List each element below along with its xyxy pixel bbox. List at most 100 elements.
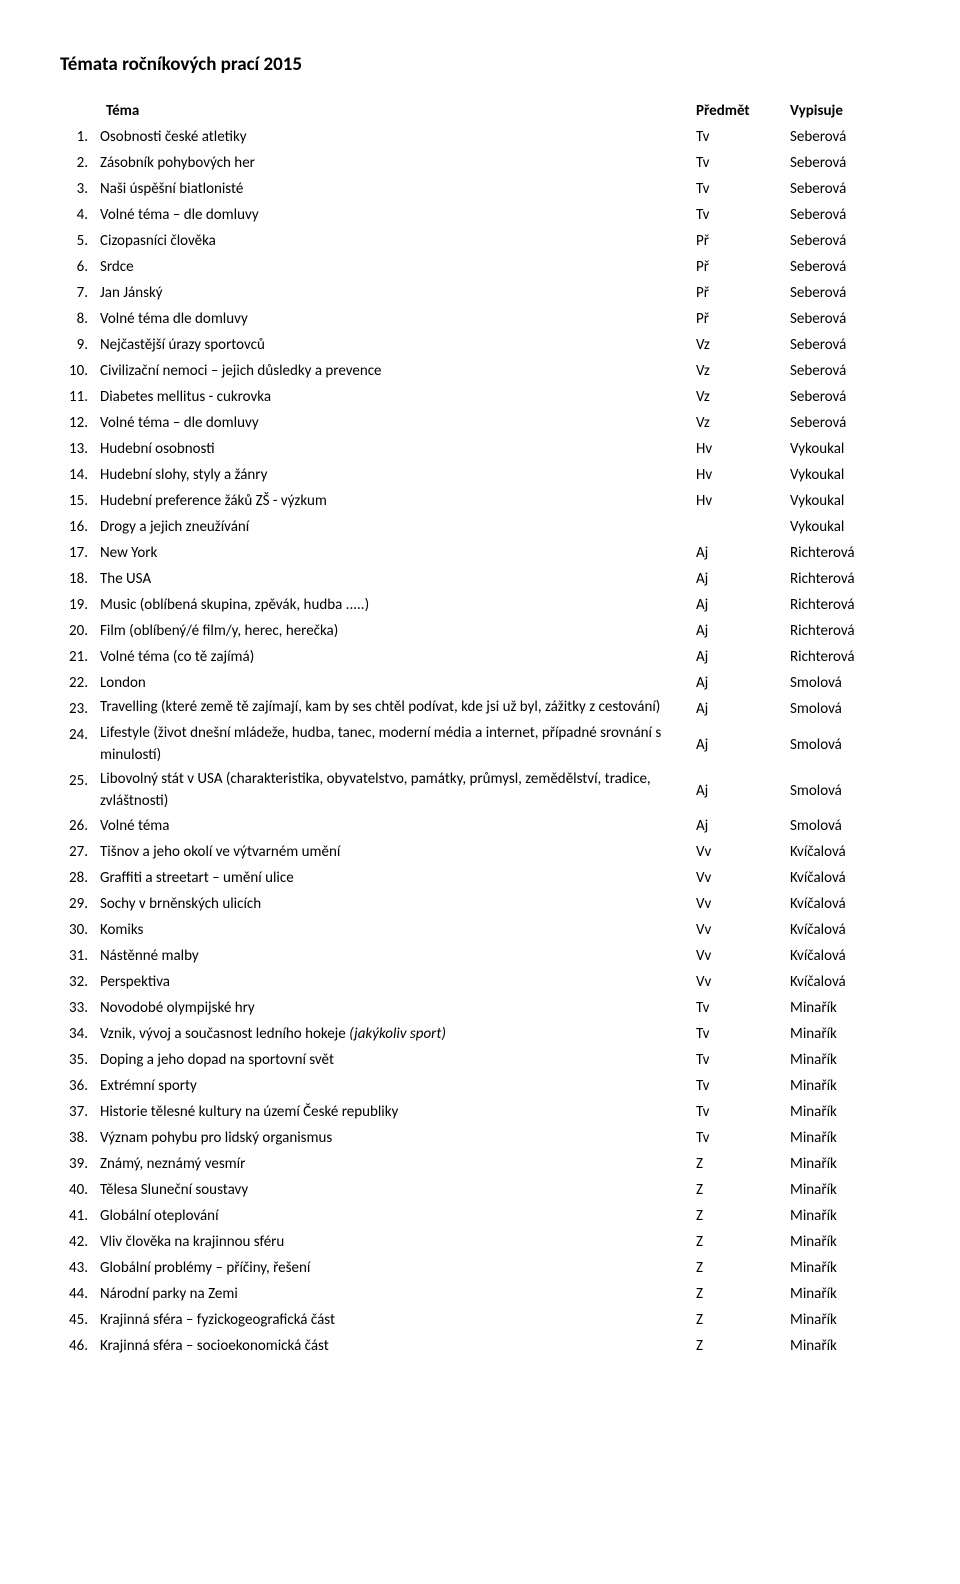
row-vypisuje: Kvíčalová <box>790 865 900 891</box>
row-vypisuje: Minařík <box>790 1125 900 1151</box>
row-tema: Novodobé olympijské hry <box>100 995 692 1021</box>
row-predmet: Tv <box>696 1099 786 1125</box>
row-tema: Volné téma – dle domluvy <box>100 410 692 436</box>
row-number: 19. <box>60 592 96 618</box>
row-number: 7. <box>60 280 96 306</box>
row-number: 30. <box>60 917 96 943</box>
row-tema: Sochy v brněnských ulicích <box>100 891 692 917</box>
row-number: 29. <box>60 891 96 917</box>
row-tema: Známý, neznámý vesmír <box>100 1151 692 1177</box>
row-predmet: Aj <box>696 696 786 722</box>
row-number: 32. <box>60 969 96 995</box>
row-number: 42. <box>60 1229 96 1255</box>
row-predmet <box>696 514 786 540</box>
row-tema: Vliv člověka na krajinnou sféru <box>100 1229 692 1255</box>
row-number: 11. <box>60 384 96 410</box>
row-vypisuje: Smolová <box>790 813 900 839</box>
row-predmet: Př <box>696 280 786 306</box>
row-predmet: Př <box>696 254 786 280</box>
row-number: 43. <box>60 1255 96 1281</box>
row-tema: Srdce <box>100 254 692 280</box>
row-tema: Graffiti a streetart – umění ulice <box>100 865 692 891</box>
row-number: 46. <box>60 1333 96 1359</box>
row-number: 26. <box>60 813 96 839</box>
row-vypisuje: Richterová <box>790 644 900 670</box>
row-vypisuje: Seberová <box>790 150 900 176</box>
row-number: 9. <box>60 332 96 358</box>
row-vypisuje: Minařík <box>790 1151 900 1177</box>
row-predmet: Př <box>696 306 786 332</box>
row-tema: Nástěnné malby <box>100 943 692 969</box>
row-vypisuje: Seberová <box>790 124 900 150</box>
row-number: 45. <box>60 1307 96 1333</box>
row-number: 14. <box>60 462 96 488</box>
row-vypisuje: Smolová <box>790 670 900 696</box>
row-number: 35. <box>60 1047 96 1073</box>
row-tema: Hudební preference žáků ZŠ - výzkum <box>100 488 692 514</box>
row-number: 18. <box>60 566 96 592</box>
row-predmet: Z <box>696 1203 786 1229</box>
row-predmet: Hv <box>696 436 786 462</box>
row-vypisuje: Kvíčalová <box>790 969 900 995</box>
row-tema: Tělesa Sluneční soustavy <box>100 1177 692 1203</box>
row-predmet: Hv <box>696 488 786 514</box>
row-vypisuje: Richterová <box>790 566 900 592</box>
row-tema: Civilizační nemoci – jejich důsledky a p… <box>100 358 692 384</box>
row-vypisuje: Vykoukal <box>790 462 900 488</box>
row-number: 36. <box>60 1073 96 1099</box>
row-number: 21. <box>60 644 96 670</box>
row-number: 2. <box>60 150 96 176</box>
row-predmet: Př <box>696 228 786 254</box>
row-vypisuje: Richterová <box>790 592 900 618</box>
row-vypisuje: Seberová <box>790 410 900 436</box>
row-tema: Osobnosti české atletiky <box>100 124 692 150</box>
row-predmet: Aj <box>696 813 786 839</box>
row-vypisuje: Kvíčalová <box>790 891 900 917</box>
row-vypisuje: Seberová <box>790 202 900 228</box>
row-predmet: Tv <box>696 176 786 202</box>
row-predmet: Vz <box>696 410 786 436</box>
row-vypisuje: Minařík <box>790 1307 900 1333</box>
row-number: 4. <box>60 202 96 228</box>
row-tema: Krajinná sféra – fyzickogeografická část <box>100 1307 692 1333</box>
row-vypisuje: Minařík <box>790 1021 900 1047</box>
row-predmet: Vv <box>696 891 786 917</box>
row-tema: Historie tělesné kultury na území České … <box>100 1099 692 1125</box>
row-tema: London <box>100 670 692 696</box>
row-number: 31. <box>60 943 96 969</box>
row-vypisuje: Vykoukal <box>790 488 900 514</box>
row-number: 8. <box>60 306 96 332</box>
header-tema: Téma <box>100 98 692 124</box>
row-vypisuje: Minařík <box>790 1073 900 1099</box>
row-vypisuje: Smolová <box>790 732 900 758</box>
row-number: 25. <box>60 768 96 814</box>
row-vypisuje: Seberová <box>790 228 900 254</box>
row-vypisuje: Seberová <box>790 280 900 306</box>
row-tema: Cizopasníci člověka <box>100 228 692 254</box>
row-number: 37. <box>60 1099 96 1125</box>
row-vypisuje: Minařík <box>790 1255 900 1281</box>
row-vypisuje: Minařík <box>790 1177 900 1203</box>
row-predmet: Hv <box>696 462 786 488</box>
row-predmet: Aj <box>696 540 786 566</box>
row-predmet: Tv <box>696 1125 786 1151</box>
row-number: 39. <box>60 1151 96 1177</box>
row-predmet: Aj <box>696 670 786 696</box>
row-predmet: Vv <box>696 943 786 969</box>
row-predmet: Z <box>696 1281 786 1307</box>
row-number: 33. <box>60 995 96 1021</box>
row-number: 3. <box>60 176 96 202</box>
row-predmet: Z <box>696 1333 786 1359</box>
row-vypisuje: Minařík <box>790 1229 900 1255</box>
row-number: 41. <box>60 1203 96 1229</box>
row-predmet: Vv <box>696 917 786 943</box>
row-number: 44. <box>60 1281 96 1307</box>
row-predmet: Tv <box>696 124 786 150</box>
row-tema: The USA <box>100 566 692 592</box>
row-predmet: Z <box>696 1255 786 1281</box>
row-vypisuje: Kvíčalová <box>790 839 900 865</box>
row-vypisuje: Minařík <box>790 1047 900 1073</box>
row-tema: Volné téma dle domluvy <box>100 306 692 332</box>
row-tema: Music (oblíbená skupina, zpěvák, hudba .… <box>100 592 692 618</box>
row-predmet: Tv <box>696 202 786 228</box>
